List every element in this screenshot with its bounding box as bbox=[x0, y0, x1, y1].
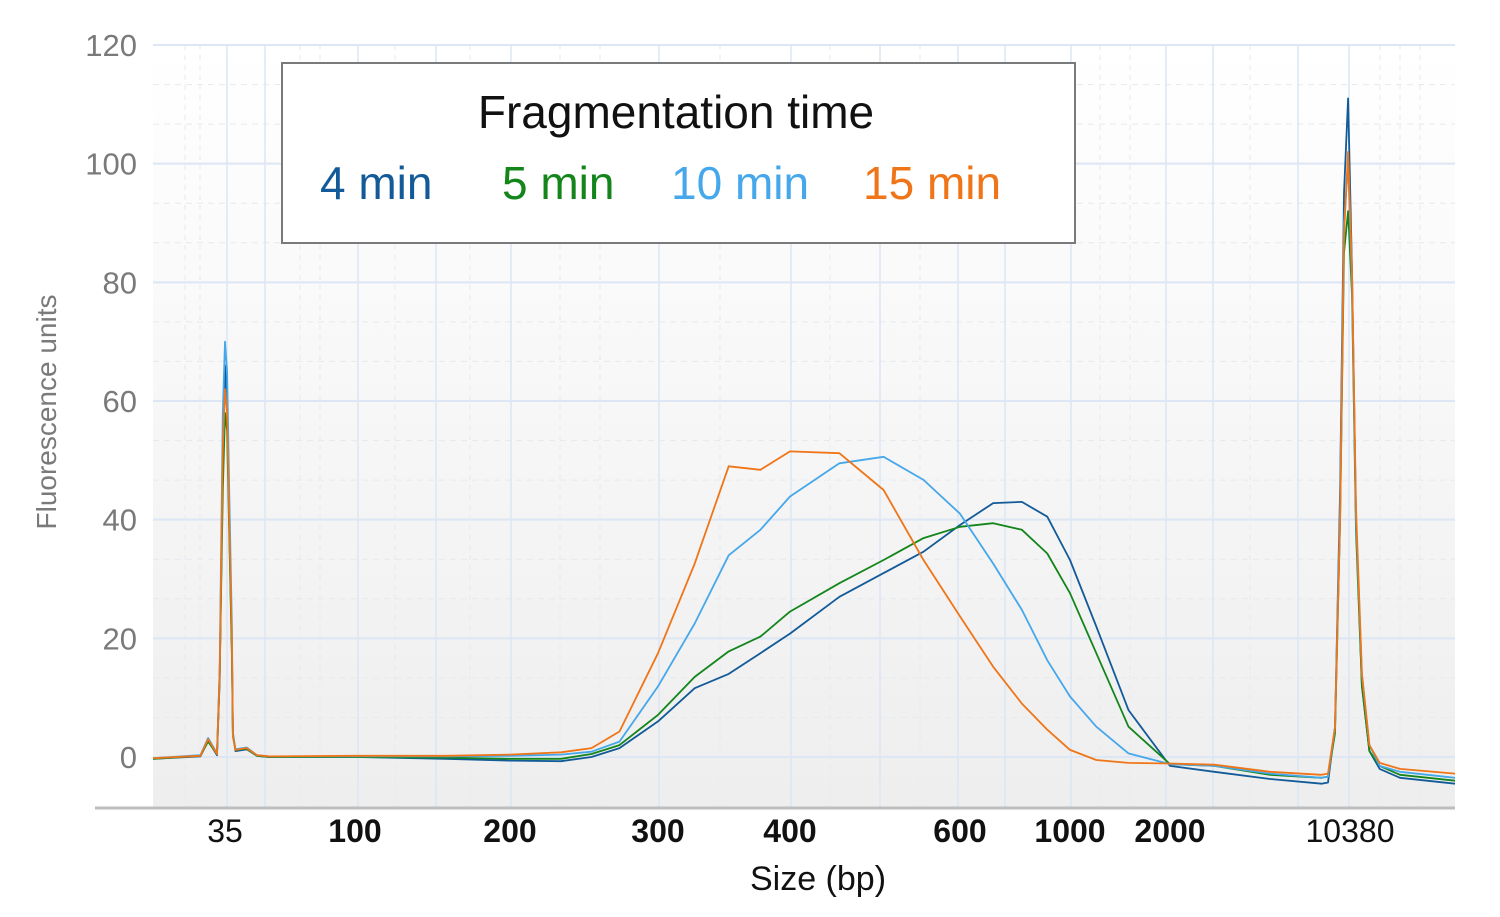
legend-entry-5min: 5 min bbox=[502, 157, 614, 209]
x-axis-ticks: 35 100 200 300 400 600 1000 2000 10380 bbox=[207, 813, 1394, 849]
y-tick-label: 40 bbox=[103, 503, 137, 538]
y-tick-label: 100 bbox=[85, 147, 137, 182]
x-tick-label: 35 bbox=[207, 813, 243, 849]
y-tick-label: 80 bbox=[103, 265, 137, 300]
x-tick-label: 100 bbox=[328, 813, 381, 849]
y-tick-label: 20 bbox=[103, 621, 137, 656]
series-line-15min bbox=[152, 150, 1456, 776]
x-tick-label: 400 bbox=[763, 813, 816, 849]
x-tick-label: 10380 bbox=[1306, 813, 1395, 849]
legend-title: Fragmentation time bbox=[478, 86, 874, 138]
y-tick-label: 120 bbox=[85, 28, 137, 63]
legend-entry-15min: 15 min bbox=[863, 157, 1001, 209]
x-tick-label: 2000 bbox=[1134, 813, 1205, 849]
series-lines bbox=[152, 97, 1456, 785]
y-axis-label: Fluorescence units bbox=[31, 294, 62, 529]
x-tick-label: 200 bbox=[483, 813, 536, 849]
x-tick-label: 600 bbox=[933, 813, 986, 849]
legend-entry-10min: 10 min bbox=[671, 157, 809, 209]
y-axis-ticks: 0 20 40 60 80 100 120 bbox=[85, 28, 137, 775]
legend: Fragmentation time 4 min 5 min 10 min 15… bbox=[281, 62, 1076, 244]
y-tick-label: 0 bbox=[120, 740, 137, 775]
legend-box bbox=[281, 62, 1076, 244]
x-tick-label: 300 bbox=[631, 813, 684, 849]
x-axis-label: Size (bp) bbox=[750, 860, 886, 898]
legend-entry-4min: 4 min bbox=[320, 157, 432, 209]
x-tick-label: 1000 bbox=[1034, 813, 1105, 849]
y-tick-label: 60 bbox=[103, 384, 137, 419]
